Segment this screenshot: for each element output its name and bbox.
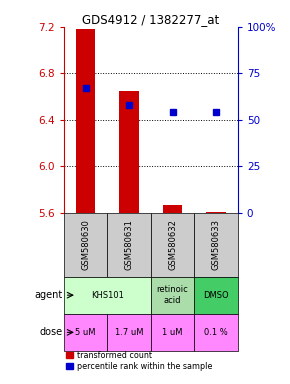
Bar: [107, 213, 151, 276]
Text: 1 uM: 1 uM: [162, 328, 183, 337]
Legend: transformed count, percentile rank within the sample: transformed count, percentile rank withi…: [66, 351, 212, 371]
Text: 0.1 %: 0.1 %: [204, 328, 228, 337]
Bar: [194, 213, 238, 276]
Text: GSM580633: GSM580633: [211, 219, 221, 270]
Text: GSM580631: GSM580631: [124, 219, 134, 270]
Text: dose: dose: [40, 327, 63, 338]
Bar: [64, 213, 107, 276]
Bar: [194, 276, 238, 314]
Text: 5 uM: 5 uM: [75, 328, 96, 337]
Text: KHS101: KHS101: [91, 291, 124, 300]
Bar: [151, 314, 194, 351]
Text: GSM580630: GSM580630: [81, 219, 90, 270]
Bar: [163, 205, 182, 213]
Bar: [194, 314, 238, 351]
Bar: [206, 212, 226, 213]
Bar: [119, 91, 139, 213]
Bar: [151, 213, 194, 276]
Bar: [151, 276, 194, 314]
Bar: [64, 314, 107, 351]
Title: GDS4912 / 1382277_at: GDS4912 / 1382277_at: [82, 13, 220, 26]
Text: GSM580632: GSM580632: [168, 219, 177, 270]
Text: retinoic
acid: retinoic acid: [157, 285, 189, 305]
Bar: [64, 276, 151, 314]
Text: agent: agent: [35, 290, 63, 300]
Text: 1.7 uM: 1.7 uM: [115, 328, 143, 337]
Bar: [107, 314, 151, 351]
Text: DMSO: DMSO: [203, 291, 229, 300]
Bar: [76, 29, 95, 213]
